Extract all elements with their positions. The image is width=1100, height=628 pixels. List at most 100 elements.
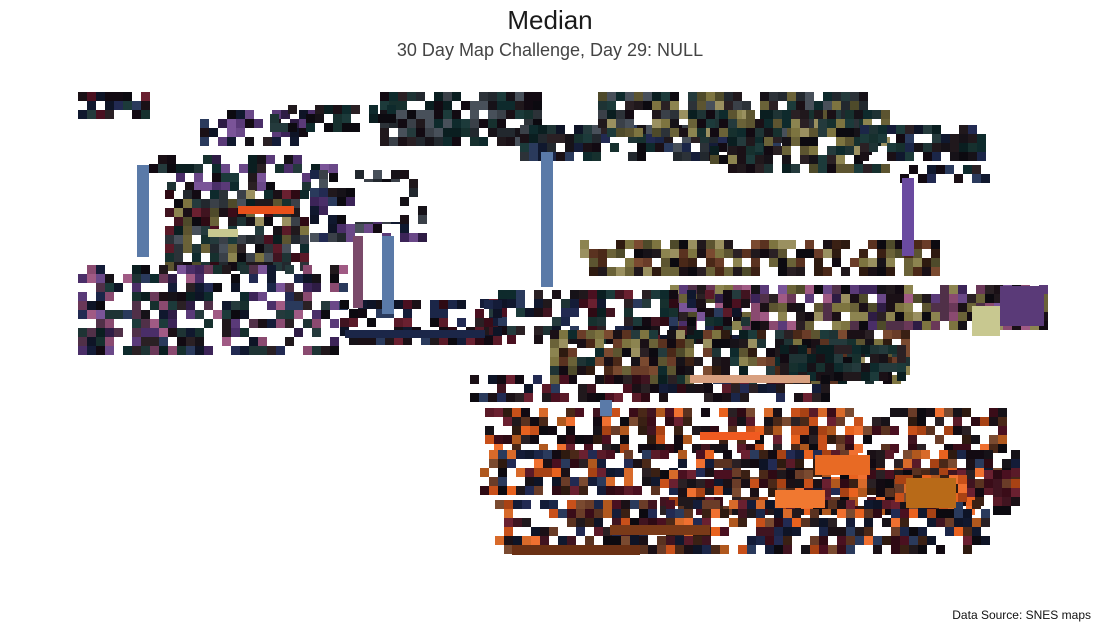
map-tile (643, 92, 652, 101)
map-tile (706, 110, 715, 119)
map-tile (787, 294, 796, 303)
map-tile (497, 393, 506, 402)
map-tile (631, 330, 640, 339)
map-tile (303, 274, 312, 283)
map-tile (192, 244, 201, 253)
map-tile (723, 299, 732, 308)
map-tile (231, 346, 240, 355)
map-tile (854, 128, 863, 137)
map-tile (932, 134, 941, 143)
map-tile (755, 426, 764, 435)
map-tile (827, 164, 836, 173)
map-tile (867, 479, 876, 488)
map-tile (918, 509, 927, 518)
map-tile (620, 435, 629, 444)
map-tile (655, 134, 664, 143)
map-tile (832, 249, 841, 258)
map-tile (679, 294, 688, 303)
map-tile (805, 92, 814, 101)
map-tile (534, 290, 543, 299)
map-tile (913, 312, 922, 321)
map-tile (231, 301, 240, 310)
map-tile (714, 477, 723, 486)
map-tile (747, 500, 756, 509)
map-tile (631, 357, 640, 366)
map-tile (570, 290, 579, 299)
map-tile (687, 326, 696, 335)
map-tile (669, 308, 678, 317)
map-tile (652, 92, 661, 101)
map-tile (632, 393, 641, 402)
map-tile (195, 337, 204, 346)
map-tile (793, 330, 802, 339)
map-tile (543, 459, 552, 468)
map-tile (530, 417, 539, 426)
map-tile (805, 101, 814, 110)
map-tile (659, 393, 668, 402)
map-tile (310, 215, 319, 224)
map-tile (723, 290, 732, 299)
map-tile (330, 319, 339, 328)
map-tile (809, 426, 818, 435)
map-tile (687, 488, 696, 497)
map-tile (778, 128, 787, 137)
map-tile (976, 294, 985, 303)
map-tile (940, 303, 949, 312)
map-tile (669, 470, 678, 479)
map-tile (783, 545, 792, 554)
map-tile (273, 190, 282, 199)
map-tile (264, 253, 273, 262)
map-tile (488, 101, 497, 110)
map-tile (838, 339, 847, 348)
map-tile (994, 294, 1003, 303)
map-tile (705, 468, 714, 477)
map-tile (958, 285, 967, 294)
map-tile (688, 258, 697, 267)
map-tile (800, 128, 809, 137)
map-tile (513, 500, 522, 509)
map-tile (624, 477, 633, 486)
map-tile (592, 152, 601, 161)
map-tile (931, 258, 940, 267)
map-tile (588, 477, 597, 486)
map-tile (637, 152, 646, 161)
map-tile (255, 235, 264, 244)
map-tile (953, 417, 962, 426)
map-tile (607, 101, 616, 110)
map-tile (625, 240, 634, 249)
map-tile (849, 488, 858, 497)
map-tile (574, 134, 583, 143)
map-tile (887, 125, 896, 134)
map-tile (837, 545, 846, 554)
map-tile (724, 240, 733, 249)
map-tile (714, 486, 723, 495)
map-tile (984, 479, 993, 488)
map-tile (836, 417, 845, 426)
map-tile (273, 262, 282, 271)
map-tile (539, 444, 548, 453)
map-tile (165, 190, 174, 199)
map-tile (574, 143, 583, 152)
map-tile (713, 393, 722, 402)
map-tile (941, 143, 950, 152)
map-tile (330, 346, 339, 355)
map-tile (731, 384, 740, 393)
map-tile (543, 450, 552, 459)
map-tile (598, 249, 607, 258)
map-tile (692, 444, 701, 453)
map-tile (504, 536, 513, 545)
map-tile (349, 336, 358, 345)
map-tile (746, 417, 755, 426)
map-tile (407, 128, 416, 137)
map-tile (755, 164, 764, 173)
map-tile (642, 299, 651, 308)
map-tile (900, 518, 909, 527)
map-tile (661, 249, 670, 258)
map-tile (877, 267, 886, 276)
map-tile (96, 110, 105, 119)
map-tile (613, 339, 622, 348)
map-tile (425, 137, 434, 146)
map-tile (538, 143, 547, 152)
map-tile (994, 285, 1003, 294)
map-tile (899, 408, 908, 417)
